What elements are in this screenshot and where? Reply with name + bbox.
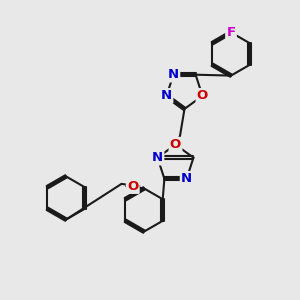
Text: F: F — [226, 26, 236, 39]
Text: N: N — [181, 172, 192, 185]
Text: O: O — [197, 89, 208, 102]
Text: N: N — [161, 89, 172, 102]
Text: N: N — [152, 151, 163, 164]
Text: N: N — [168, 68, 179, 81]
Text: O: O — [127, 180, 138, 193]
Text: O: O — [170, 138, 181, 151]
